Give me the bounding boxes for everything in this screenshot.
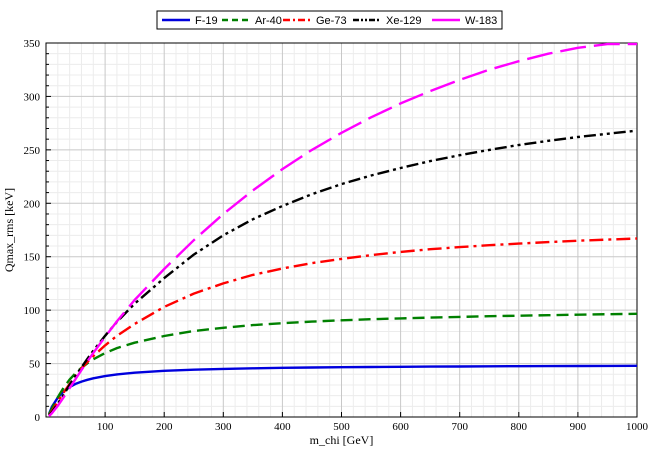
series-line-f-19 xyxy=(47,364,638,415)
x-tick-label: 900 xyxy=(570,421,587,433)
x-tick-label: 800 xyxy=(511,421,528,433)
y-tick-label: 0 xyxy=(35,412,41,424)
series-line-ar-40 xyxy=(47,312,638,415)
legend: F-19 Ar-40 Ge-73 Xe-129 W-183 xyxy=(156,10,503,30)
series-layer xyxy=(47,42,638,417)
x-tick-label: 200 xyxy=(156,421,173,433)
y-tick-label: 300 xyxy=(24,91,41,103)
minor-grid xyxy=(46,43,637,417)
legend-label-w-183: W-183 xyxy=(465,15,497,27)
x-tick-label: 1000 xyxy=(626,421,649,433)
x-tick-label: 700 xyxy=(451,421,468,433)
y-tick-label: 150 xyxy=(24,252,41,264)
x-tick-label: 400 xyxy=(274,421,291,433)
axis-ticks: 100 200 300 400 500 600 700 800 900 1000 0 50 100 150… xyxy=(24,38,649,433)
y-tick-label: 200 xyxy=(24,198,41,210)
x-tick-label: 100 xyxy=(97,421,114,433)
y-tick-label: 100 xyxy=(24,305,41,317)
y-tick-label: 350 xyxy=(24,38,41,50)
legend-box xyxy=(156,10,503,30)
series-line-w-183 xyxy=(48,42,637,417)
series-line-xe-129 xyxy=(48,129,638,417)
y-tick-label: 250 xyxy=(24,145,41,157)
legend-label-xe-129: Xe-129 xyxy=(386,15,421,27)
x-tick-label: 600 xyxy=(392,421,409,433)
x-tick-label: 300 xyxy=(215,421,232,433)
legend-label-ar-40: Ar-40 xyxy=(255,15,282,27)
legend-label-f-19: F-19 xyxy=(195,15,218,27)
series-line-ge-73 xyxy=(48,237,638,417)
x-axis-label: m_chi [GeV] xyxy=(310,433,374,447)
legend-label-ge-73: Ge-73 xyxy=(316,15,347,27)
y-axis-label: Qmax_rms [keV] xyxy=(2,188,16,272)
y-tick-label: 50 xyxy=(29,359,41,371)
x-tick-label: 500 xyxy=(333,421,350,433)
major-grid xyxy=(46,42,638,418)
